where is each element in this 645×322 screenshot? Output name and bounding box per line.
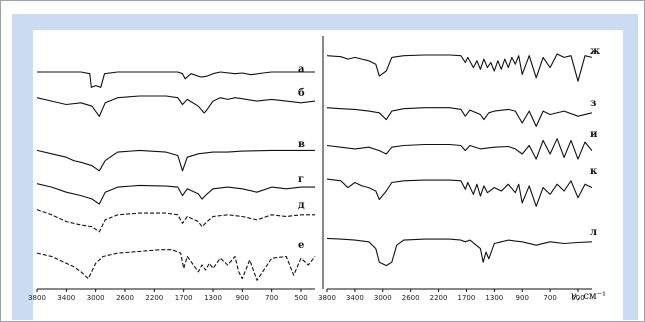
- spectrum-trace-8: [326, 107, 593, 127]
- spectrum-label: б: [298, 88, 305, 99]
- x-tick-label: 1700: [175, 294, 193, 302]
- x-tick-label: 700: [543, 294, 556, 302]
- x-tick-label: 1300: [485, 294, 503, 302]
- x-tick-label: 2600: [116, 294, 134, 302]
- spectrum-label: л: [590, 227, 597, 238]
- spectrum-trace-10: [326, 178, 593, 207]
- figure-paper: [33, 30, 623, 320]
- x-tick-label: 500: [571, 294, 584, 302]
- x-tick-label: 900: [236, 294, 249, 302]
- x-tick-label: 3000: [374, 294, 392, 302]
- spectrum-trace-7: [326, 53, 593, 82]
- spectrum-trace-1: [37, 71, 315, 88]
- spectrum-trace-6: [36, 249, 316, 281]
- spectrum-label: и: [590, 129, 598, 140]
- x-tick-label: 900: [516, 294, 529, 302]
- spectrum-label: з: [590, 98, 596, 109]
- x-tick-label: 1300: [204, 294, 222, 302]
- spectrum-trace-11: [326, 237, 592, 267]
- spectrum-label: е: [298, 240, 304, 251]
- x-tick-label: 3800: [318, 294, 336, 302]
- x-tick-label: 3400: [57, 294, 75, 302]
- x-tick-label: 1700: [458, 294, 476, 302]
- spectrum-label: ж: [590, 46, 600, 57]
- x-tick-label: 3000: [87, 294, 105, 302]
- x-tick-label: 2200: [430, 294, 448, 302]
- spectrum-label: д: [298, 200, 305, 211]
- x-tick-label: 700: [265, 294, 278, 302]
- spectrum-trace-3: [36, 149, 315, 172]
- x-tick-label: 3800: [28, 294, 46, 302]
- spectrum-label: к: [590, 166, 598, 177]
- spectrum-trace-9: [326, 138, 593, 160]
- spectrum-trace-2: [36, 95, 316, 117]
- x-tick-label: 3400: [346, 294, 364, 302]
- left-spectra-panel: 3800 3400 3000 2600 2200 1700 1300 900 700 500 а б в…: [28, 64, 316, 302]
- spectrum-label: г: [298, 174, 304, 185]
- x-tick-label: 2600: [402, 294, 420, 302]
- x-axis-unit-label: ν, см⁻¹: [571, 291, 606, 302]
- spectrum-trace-5: [36, 209, 315, 233]
- x-tick-label: 2200: [145, 294, 163, 302]
- x-tick-label: 500: [294, 294, 307, 302]
- wavenumber-unit-label: ν, см⁻¹: [571, 291, 606, 302]
- right-spectra-panel: 3800 3400 3000 2600 2200 1700 1300 900 700 500 ж з и…: [318, 36, 600, 302]
- spectrum-label: в: [298, 139, 305, 150]
- spectrum-trace-4: [36, 183, 315, 205]
- spectrum-label: а: [298, 64, 305, 75]
